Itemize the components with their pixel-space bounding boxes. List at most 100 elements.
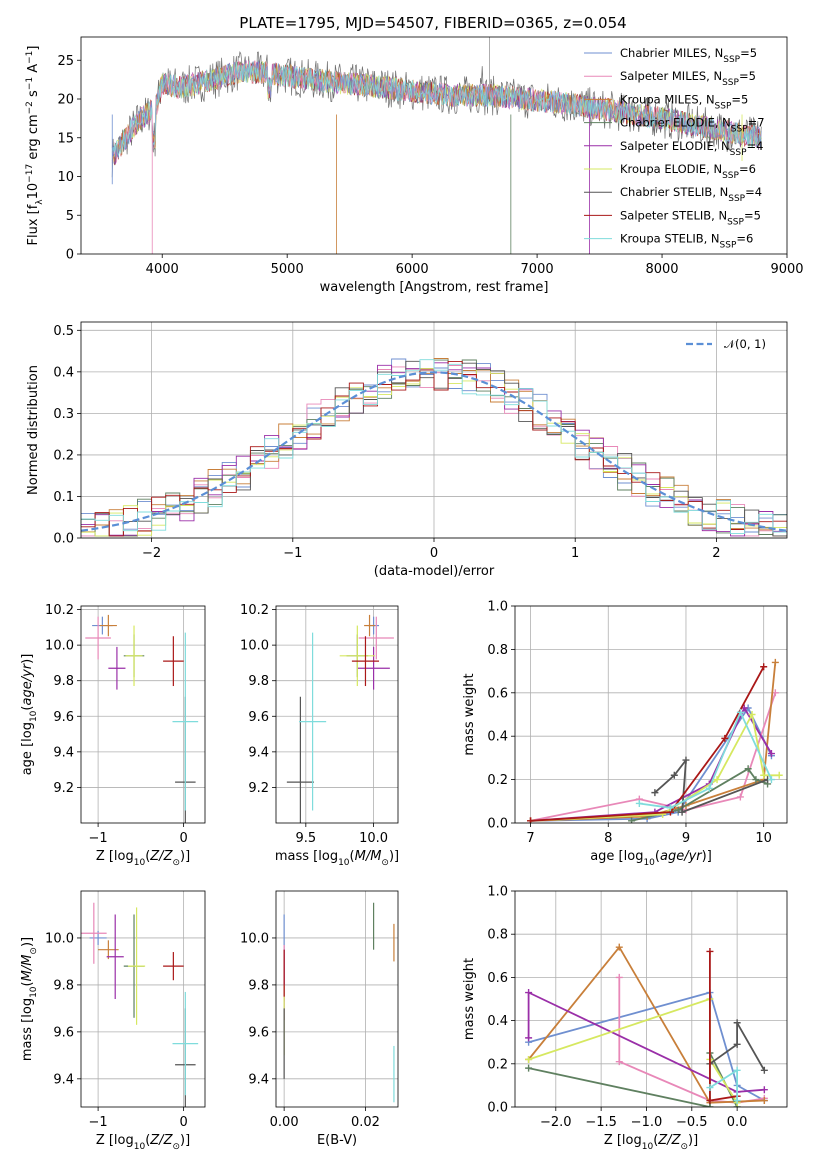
- weight-marker-6: [760, 1066, 768, 1074]
- y-axis-label: mass weight: [462, 673, 477, 755]
- y-tick-label: 15: [57, 131, 74, 146]
- y-tick-label: 9.4: [248, 1072, 269, 1087]
- weight-marker-2: [771, 658, 779, 666]
- legend-label-5: Kroupa ELODIE, NSSP=6: [620, 162, 756, 181]
- y-tick-label: 0.0: [487, 1101, 508, 1116]
- x-tick-label: 8000: [645, 262, 678, 277]
- y-axis-label: Normed distribution: [26, 365, 41, 495]
- x-axis-label: age [log10(age/yr)]: [590, 849, 712, 868]
- y-tick-label: 0.4: [487, 730, 508, 745]
- panel-ebv: 0.00 0.02 9.4 9.6 9.8 10.0 E(B-V): [240, 890, 399, 1148]
- y-tick-label: 20: [57, 93, 74, 108]
- y-tick-label: 9.8: [53, 674, 74, 689]
- legend-label-2: Kroupa MILES, NSSP=5: [620, 92, 748, 111]
- y-tick-label: 9.8: [248, 978, 269, 993]
- weight-marker-5: [713, 776, 721, 784]
- y-tick-label: 10.0: [45, 931, 74, 946]
- weight-marker-6: [651, 789, 659, 797]
- plot-area-residuals: [81, 358, 787, 537]
- axes-frame: [80, 605, 206, 824]
- histogram-8: [81, 359, 787, 535]
- y-tick-label: 9.8: [53, 978, 74, 993]
- y-tick-label: 0.4: [487, 1014, 508, 1029]
- y-tick-label: 0.2: [53, 448, 74, 463]
- x-tick-label: 9000: [770, 262, 803, 277]
- spectrum-line-8: [111, 60, 762, 157]
- plot-area-age_vs_Z: [85, 614, 199, 823]
- legend-label-normal: 𝒩(0, 1): [724, 337, 766, 351]
- weight-marker-5: [760, 771, 768, 779]
- weight-marker-5: [775, 771, 783, 779]
- weight-marker-8: [666, 804, 674, 812]
- weight-marker-8: [635, 799, 643, 807]
- x-tick-label: 0: [179, 1115, 187, 1130]
- weight-line-4: [527, 991, 765, 1093]
- y-tick-label: 0.1: [53, 490, 74, 505]
- x-axis-label: Z [log10(Z/Z⊙)]: [604, 1133, 698, 1152]
- plot-area-age_vs_mass: [286, 614, 394, 823]
- weight-marker-8: [733, 1097, 741, 1105]
- weight-marker-1: [615, 1058, 623, 1066]
- x-tick-label: −2.0: [540, 1115, 572, 1130]
- y-tick-label: 10.2: [240, 603, 269, 618]
- weight-marker-3: [752, 776, 760, 784]
- axes-frame: [514, 605, 788, 824]
- y-tick-label: 9.8: [248, 674, 269, 689]
- axes-frame: [80, 321, 788, 539]
- legend-label-7: Salpeter STELIB, NSSP=5: [620, 208, 761, 227]
- axes-frame: [275, 890, 399, 1108]
- legend-label-6: Chabrier STELIB, NSSP=4: [620, 185, 762, 204]
- weight-marker-4: [525, 989, 533, 997]
- x-tick-label: −1: [283, 546, 302, 561]
- weight-marker-8: [736, 708, 744, 716]
- x-tick-label: −0.5: [676, 1115, 708, 1130]
- axes-frame: [80, 890, 206, 1108]
- x-tick-label: −1: [89, 1115, 108, 1130]
- axes-frame: [80, 36, 788, 255]
- legend-label-4: Salpeter ELODIE, NSSP=4: [620, 139, 763, 158]
- weight-marker-7: [760, 663, 768, 671]
- y-tick-label: 9.6: [53, 710, 74, 725]
- x-axis-label: E(B-V): [317, 1133, 357, 1148]
- x-axis-label: Z [log10(Z/Z⊙)]: [96, 1133, 190, 1152]
- weight-marker-6: [670, 771, 678, 779]
- y-tick-label: 9.6: [248, 1025, 269, 1040]
- weight-marker-3: [628, 817, 636, 823]
- panel-weight_vs_age: 7 8 9 10 0.0 0.2 0.4 0.6 0.8 1.0 age [log10(age/yr…: [462, 600, 788, 868]
- weight-marker-1: [736, 793, 744, 801]
- y-tick-label: 5: [66, 209, 74, 224]
- x-tick-label: 9: [682, 831, 690, 846]
- y-tick-label: 10.0: [45, 639, 74, 654]
- weight-marker-4: [525, 1034, 533, 1042]
- panel-age_vs_mass: 9.5 10.0 9.2 9.4 9.6 9.8 10.0 10.2 mass [log10(M…: [240, 603, 399, 868]
- x-tick-label: 2: [712, 546, 720, 561]
- panel-residuals: −2 −1 0 1 2 0.0 0.1 0.2 0.3 0.4 0.5 (data-model)/er…: [26, 321, 788, 579]
- y-tick-label: 10.0: [240, 931, 269, 946]
- weight-marker-7: [527, 817, 535, 823]
- y-axis-label: age [log10(age/yr)]: [20, 654, 39, 776]
- weight-marker-5: [525, 1055, 533, 1063]
- y-tick-label: 10: [57, 170, 74, 185]
- x-axis-label: wavelength [Angstrom, rest frame]: [320, 280, 549, 295]
- normal-curve: [81, 371, 787, 532]
- histogram-7: [81, 360, 787, 537]
- y-tick-label: 0.4: [53, 365, 74, 380]
- y-tick-label: 9.6: [53, 1025, 74, 1040]
- y-tick-label: 1.0: [487, 600, 508, 615]
- axes-frame: [514, 890, 788, 1108]
- weight-marker-6: [733, 1019, 741, 1027]
- y-tick-label: 25: [57, 54, 74, 69]
- weight-marker-7: [706, 1097, 714, 1105]
- panel-age_vs_Z: −1 0 9.2 9.4 9.6 9.8 10.0 10.2 Z [log10(Z/Z⊙)] ag…: [20, 603, 206, 868]
- weight-marker-3: [674, 806, 682, 814]
- y-tick-label: 0.3: [53, 407, 74, 422]
- y-axis-label: Flux [fλ10−17 erg cm−2 s−1 A−1]: [25, 46, 45, 246]
- axes-frame: [275, 605, 399, 824]
- x-tick-label: 10: [755, 831, 772, 846]
- y-tick-label: 9.4: [53, 745, 74, 760]
- weight-marker-7: [721, 734, 729, 742]
- x-axis-label: (data-model)/error: [374, 564, 495, 579]
- legend-label-1: Salpeter MILES, NSSP=5: [620, 69, 756, 88]
- y-tick-label: 0.8: [487, 643, 508, 658]
